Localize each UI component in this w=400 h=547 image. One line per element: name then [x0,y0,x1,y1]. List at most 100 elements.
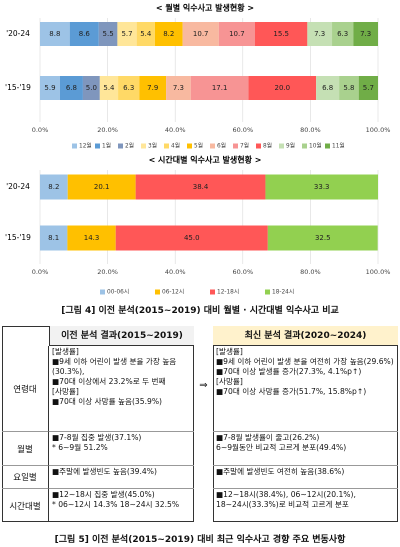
x-tick-label: 40.0% [165,126,186,134]
legend-swatch [141,143,146,149]
cell-line: 18~24시(33.3%)로 비교적 고르게 분포 [216,500,349,509]
cell-line: ■7-8월 집중 발생(37.1%) [52,433,142,442]
bar-segment [136,22,155,46]
cell-line: 6~9월동안 비교적 고르게 분포(49.4%) [216,443,347,452]
cell-line: ■12~18시(38.4%), 06~12시(20.1%), [216,490,356,499]
legend-label: 5월 [194,142,203,150]
bar-segment [67,174,136,200]
data-label: 7.3 [173,84,184,92]
legend-label: 7월 [240,142,249,150]
category-label: '20-24 [6,182,30,191]
after-cell: [발생률] ■9세 이하 어린이 발생 분율 여전히 가장 높음(29.6%) ■7… [213,346,398,431]
before-cell: ■주말에 발생빈도 높음(39.4%) [49,465,194,488]
legend-swatch [164,143,169,149]
legend-label: 00-06시 [107,289,129,296]
bar-segment [316,76,340,100]
bar-segment [40,174,68,200]
bar-segment [353,22,378,46]
bar-segment [99,76,119,100]
before-cell: ■7-8월 집중 발생(37.1%) * 6~9월 51.2% [49,431,194,465]
bar-segment [59,76,83,100]
cell-line: ■9세 이하 어린이 발생 분율 가장 높음(30.3%), [52,357,177,376]
data-label: 8.8 [49,30,60,38]
bar-segment [265,174,378,200]
cell-line: ■주말에 발생빈도 여전히 높음(38.6%) [216,467,345,476]
legend-label: 9월 [286,142,295,150]
data-label: 38.4 [193,183,209,191]
data-label: 8.1 [48,234,59,242]
data-label: 5.4 [103,84,115,92]
figure-caption: [그림 5] 이전 분석(2015~2019) 대비 최근 익수사고 경향 주요… [54,535,346,545]
legend-swatch [233,143,238,149]
charts: < 월별 익수사고 발생현황 > 0.0% 20.0% 40.0% 60.0% 80.0%… [5,3,391,296]
bar-segment [67,225,116,251]
bar-segment [40,22,70,46]
x-tick-label: 60.0% [232,126,253,134]
data-label: 8.6 [79,30,91,38]
bar-segment [190,76,249,100]
legend-swatch [118,143,123,149]
data-label: 5.8 [343,84,354,92]
bar-segment [135,174,266,200]
bar-segment [154,22,183,46]
cell-line: * 6~9월 51.2% [52,443,108,452]
legend-swatch [256,143,261,149]
before-cell: [발생률] ■9세 이하 어린이 발생 분율 가장 높음(30.3%), ■70대 … [49,346,194,431]
row-label: 연령대 [2,346,49,431]
x-tick-label: 80.0% [300,268,321,276]
category-label: '15-'19 [5,233,31,242]
data-label: 32.5 [315,234,331,242]
bar-segment [166,76,191,100]
legend-label: 06-12시 [162,289,184,296]
bar-segment [118,76,140,100]
data-label: 5.7 [121,30,132,38]
data-label: 45.0 [184,234,200,242]
x-tick-label: 100.0% [366,126,391,134]
data-label: 33.3 [314,183,330,191]
data-label: 10.7 [229,30,245,38]
left-header: 이전 분석 결과(2015~2019) [49,326,194,346]
data-label: 14.3 [84,234,100,242]
legend-label: 1월 [102,142,111,150]
legend-swatch [72,143,77,149]
legend-swatch [155,289,160,295]
legend-label: 18-24시 [272,289,294,296]
legend-swatch [302,143,307,149]
legend-label: 4월 [171,142,180,150]
bar-segment [248,76,317,100]
data-label: 6.3 [337,30,348,38]
cell-line: [사망률] [52,387,79,396]
data-label: 5.9 [44,84,55,92]
legend-swatch [265,289,270,295]
x-tick-label: 0.0% [32,268,49,276]
before-cell: ■12~18시 집중 발생(45.0%) * 06~12시 14.3% 18~24… [49,488,194,522]
cell-line: [사망률] [216,377,243,386]
x-tick-label: 60.0% [232,268,253,276]
legend-label: 8월 [263,142,272,150]
legend-swatch [325,143,330,149]
bar-segment [69,22,99,46]
figure-caption: [그림 4] 이전 분석(2015~2019) 대비 월별 · 시간대별 익수사… [61,306,339,316]
category-label: '20-24 [6,29,30,38]
right-header: 최신 분석 결과(2020~2024) [213,326,398,346]
cell-line: ■70대 이상 사망률 높음(35.9%) [52,397,163,406]
bar-segment [82,76,100,100]
x-tick-label: 80.0% [300,126,321,134]
comparison-table: 이전 분석 결과(2015~2019) 최신 분석 결과(2020~2024) ⇒ 연… [0,322,400,527]
legend-swatch [95,143,100,149]
data-label: 5.4 [140,30,152,38]
data-label: 8.2 [48,183,59,191]
legend-label: 11월 [332,142,345,150]
legend-swatch [279,143,284,149]
data-label: 8.2 [163,30,174,38]
data-label: 6.8 [66,84,77,92]
legend-label: 12월 [79,142,92,150]
row-label: 요일별 [2,465,49,488]
data-label: 5.0 [86,84,97,92]
data-label: 7.3 [360,30,371,38]
x-tick-label: 100.0% [366,268,391,276]
data-label: 17.1 [212,84,228,92]
cell-line: ■12~18시 집중 발생(45.0%) [52,490,155,499]
legend-swatch [210,143,215,149]
